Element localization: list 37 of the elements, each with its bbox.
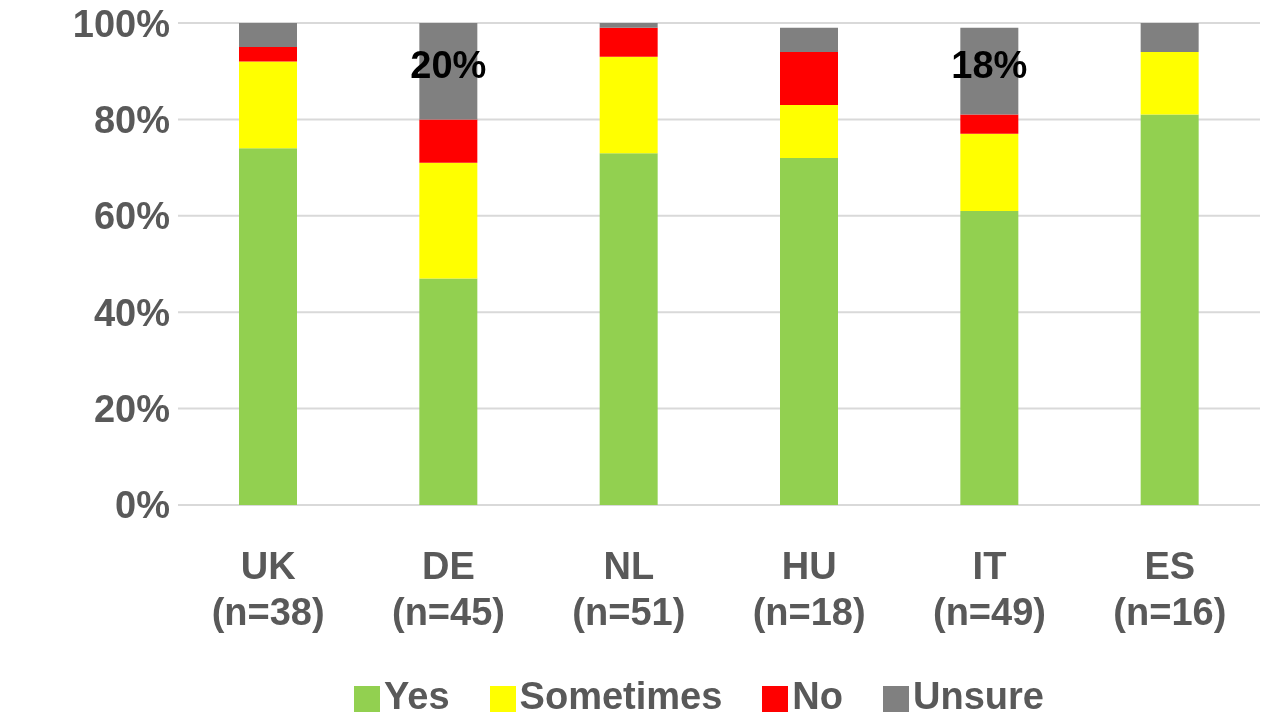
bar: [239, 61, 297, 149]
legend-label: Sometimes: [519, 675, 723, 717]
bar: [239, 47, 297, 62]
bar: [599, 27, 658, 57]
bar: [1140, 114, 1199, 505]
y-tick-label: 0%: [115, 484, 170, 527]
x-tick-label: HU (n=18): [752, 545, 866, 633]
legend-label: Unsure: [913, 675, 1044, 717]
bar: [599, 23, 658, 28]
bar: [239, 148, 297, 505]
x-tick-label: ES (n=16): [1113, 545, 1227, 633]
y-tick-label: 60%: [93, 195, 170, 238]
bar: [780, 157, 838, 505]
x-tick-label: NL (n=51): [572, 545, 686, 633]
legend-label: Yes: [384, 675, 450, 717]
bar: [780, 27, 838, 52]
bar: [419, 278, 478, 505]
y-tick-label: 20%: [93, 388, 170, 431]
bar: [239, 23, 297, 48]
bar: [599, 153, 658, 505]
bar: [1140, 23, 1199, 52]
bar: [419, 119, 478, 163]
bar: [1140, 51, 1199, 115]
x-tick-label: UK (n=38): [211, 545, 325, 633]
bar: [960, 133, 1019, 211]
x-tick-label: DE (n=45): [392, 545, 505, 633]
bar: [960, 114, 1019, 134]
bar: [960, 210, 1019, 505]
bar: [599, 56, 658, 154]
bar: [780, 104, 838, 158]
bar: [419, 162, 478, 279]
y-tick-label: 40%: [93, 291, 170, 334]
y-tick-label: 100%: [72, 2, 170, 45]
legend-label: No: [792, 675, 843, 717]
bar: [780, 51, 838, 105]
y-tick-label: 80%: [93, 98, 170, 141]
x-tick-label: IT (n=49): [933, 545, 1046, 633]
